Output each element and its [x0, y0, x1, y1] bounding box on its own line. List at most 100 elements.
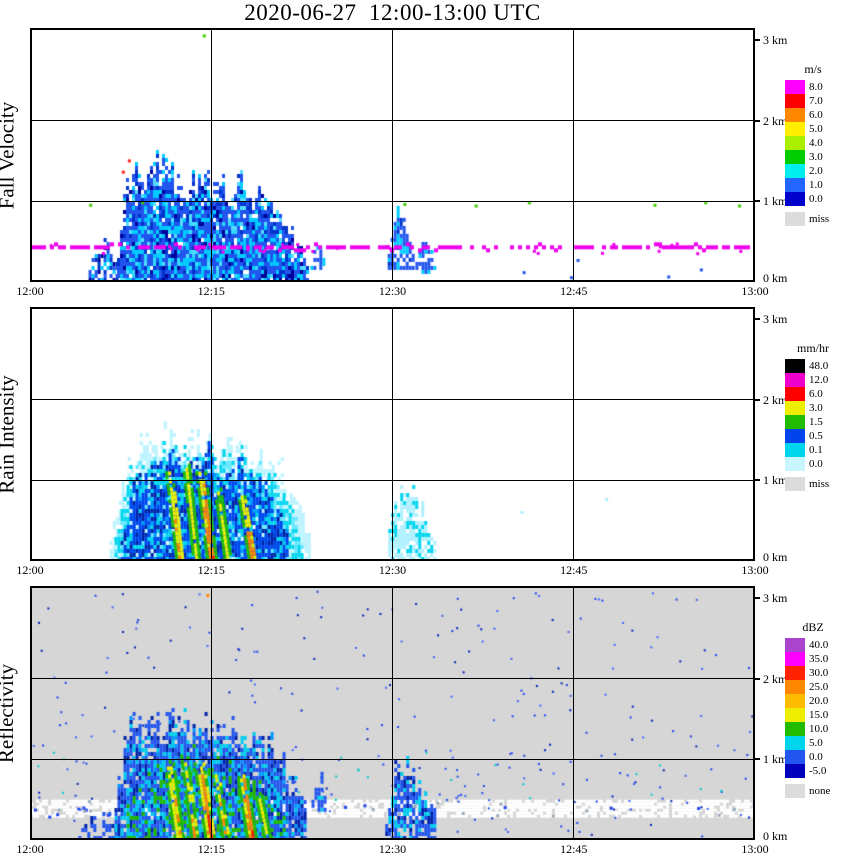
panel-ylabel-wrap: Rain Intensity — [0, 307, 20, 561]
legend-entry: 6.0 — [785, 387, 850, 401]
legend-unit: mm/hr — [797, 341, 829, 355]
legend-swatch — [785, 638, 805, 652]
legend-entry: 8.0 — [785, 80, 850, 94]
legend-label: 0.1 — [809, 444, 823, 456]
y-tick — [755, 318, 760, 321]
y-tick-label: 0 km — [763, 271, 788, 285]
panel-reflectivity: 0 km 1 km 2 km 3 km 12:00 12:15 12:30 12:45 13:0… — [0, 586, 830, 856]
legend-entry: 2.0 — [785, 164, 850, 178]
legend-entry: 35.0 — [785, 652, 850, 666]
legend-swatch — [785, 212, 805, 226]
legend-swatch — [785, 150, 805, 164]
x-tick-label: 12:45 — [560, 284, 588, 298]
legend-fall-velocity: m/s 8.0 7.0 6.0 5.0 4.0 3.0 2.0 1.0 0.0 miss — [785, 62, 850, 226]
legend-swatch — [785, 652, 805, 666]
legend-swatch — [785, 122, 805, 136]
legend-entry: 3.0 — [785, 150, 850, 164]
legend-label: 15.0 — [809, 709, 829, 721]
legend-label: 8.0 — [809, 81, 823, 93]
legend-swatch — [785, 192, 805, 206]
y-tick — [755, 479, 760, 482]
legend-swatch — [785, 666, 805, 680]
legend-swatch — [785, 80, 805, 94]
x-tick-label: 12:15 — [197, 284, 225, 298]
legend-swatch — [785, 387, 805, 401]
gridline-vertical — [573, 586, 575, 840]
x-tick-label: 12:00 — [16, 842, 44, 856]
legend-label: 3.0 — [809, 151, 823, 163]
legend-swatch — [785, 477, 805, 491]
legend-label: -5.0 — [809, 765, 827, 777]
legend-entry: 7.0 — [785, 94, 850, 108]
y-tick-label: 3 km — [763, 591, 788, 606]
legend-swatch — [785, 764, 805, 778]
legend-entry: 25.0 — [785, 680, 850, 694]
y-tick-label: 1 km — [763, 194, 788, 209]
legend-entry: 3.0 — [785, 401, 850, 415]
legend-entry: 0.1 — [785, 443, 850, 457]
legend-label: 6.0 — [809, 109, 823, 121]
legend-swatch — [785, 94, 805, 108]
x-tick-label: 12:30 — [378, 563, 407, 577]
legend-swatch — [785, 694, 805, 708]
y-tick-label: 0 km — [763, 550, 788, 564]
legend-entry: 40.0 — [785, 638, 850, 652]
figure-title: 2020-06-27 12:00-13:00 UTC — [244, 0, 541, 25]
legend-swatch — [785, 359, 805, 373]
y-tick-label: 2 km — [763, 392, 788, 407]
x-tick-label: 12:15 — [197, 563, 225, 577]
y-tick — [755, 398, 760, 401]
gridline-vertical — [210, 586, 212, 840]
x-tick-label: 13:00 — [741, 842, 769, 856]
gridline-horizontal — [30, 200, 755, 202]
legend-entry: 1.5 — [785, 415, 850, 429]
y-tick-label: 3 km — [763, 312, 788, 327]
legend-label: miss — [809, 478, 830, 490]
legend-swatch — [785, 178, 805, 192]
legend-label: 35.0 — [809, 653, 829, 665]
panel-frame — [30, 586, 755, 840]
y-tick — [755, 677, 760, 680]
legend-entry-nodata: miss — [785, 212, 850, 226]
panel-frame — [30, 307, 755, 561]
legend-label: 30.0 — [809, 667, 829, 679]
gridline-vertical — [392, 586, 393, 840]
legend-entry: 48.0 — [785, 359, 850, 373]
panel-ylabel: Reflectivity — [0, 663, 19, 763]
panel-rain-intensity: 0 km 1 km 2 km 3 km 12:00 12:15 12:30 12:45 13:0… — [0, 307, 829, 577]
legend-entry-nodata: miss — [785, 477, 850, 491]
y-tick-label: 2 km — [763, 113, 788, 128]
y-tick — [755, 39, 760, 42]
legend-swatch — [785, 736, 805, 750]
legend-label: 4.0 — [809, 137, 823, 149]
legend-entry: 6.0 — [785, 108, 850, 122]
legend-entry: 12.0 — [785, 373, 850, 387]
x-tick-label: 12:45 — [560, 563, 588, 577]
legend-label: 48.0 — [809, 360, 829, 372]
y-tick-label: 0 km — [763, 829, 788, 843]
legend-label: 0.0 — [809, 458, 823, 470]
legend-label: 5.0 — [809, 737, 823, 749]
legend-label: 5.0 — [809, 123, 823, 135]
legend-entry: 0.0 — [785, 457, 850, 471]
legend-swatch — [785, 415, 805, 429]
legend-entry: 30.0 — [785, 666, 850, 680]
y-tick-label: 3 km — [763, 33, 788, 48]
legend-entry: 5.0 — [785, 122, 850, 136]
legend-rain-intensity: mm/hr 48.0 12.0 6.0 3.0 1.5 0.5 0.1 0.0 miss — [785, 341, 850, 491]
legend-entry: 0.0 — [785, 192, 850, 206]
legend-label: 20.0 — [809, 695, 829, 707]
legend-entry: 0.0 — [785, 750, 850, 764]
legend-label: 0.5 — [809, 430, 823, 442]
legend-entry: -5.0 — [785, 764, 850, 778]
legend-swatch — [785, 784, 805, 798]
legend-label: 7.0 — [809, 95, 823, 107]
y-tick — [755, 758, 760, 761]
legend-label: 12.0 — [809, 374, 829, 386]
y-tick-label: 2 km — [763, 671, 788, 686]
legend-label: 2.0 — [809, 165, 823, 177]
legend-label: 6.0 — [809, 388, 823, 400]
legend-swatch — [785, 443, 805, 457]
gridline-horizontal — [30, 758, 755, 760]
